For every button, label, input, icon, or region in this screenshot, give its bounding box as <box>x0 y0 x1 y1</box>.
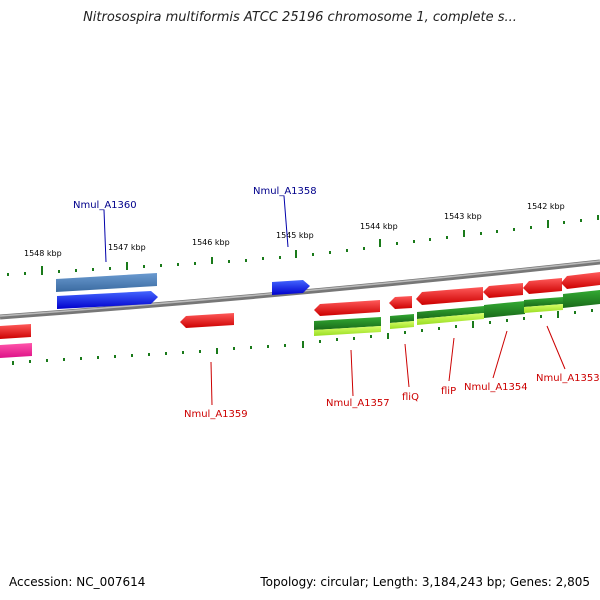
gene-fliq-lime[interactable] <box>390 321 414 329</box>
accession-text: Accession: NC_007614 <box>9 575 146 589</box>
ruler-label: 1546 kbp <box>192 238 230 247</box>
label-leaders <box>103 195 566 406</box>
gene-fliq[interactable] <box>389 296 412 309</box>
gene-nmul-a1358[interactable] <box>272 280 310 295</box>
gene-right-green[interactable] <box>563 290 600 308</box>
genome-summary-text: Topology: circular; Length: 3,184,243 bp… <box>260 575 590 589</box>
gene-label-flip[interactable]: fliP <box>441 386 456 397</box>
forward-genes <box>56 273 310 309</box>
ruler-label: 1544 kbp <box>360 222 398 231</box>
gene-label-nmul-a1358[interactable]: Nmul_A1358 <box>253 186 317 197</box>
gene-right-red[interactable] <box>561 272 600 289</box>
gene-nmul-a1360[interactable] <box>57 291 158 309</box>
gene-labels: Nmul_A1360 Nmul_A1358 Nmul_A1359 Nmul_A1… <box>73 186 600 420</box>
gene-left-magenta[interactable] <box>0 343 32 358</box>
gene-label-nmul-a1359[interactable]: Nmul_A1359 <box>184 409 248 420</box>
gene-flip[interactable] <box>416 287 483 305</box>
gene-label-fliq[interactable]: fliQ <box>402 392 419 403</box>
gene-nmul-a1359[interactable] <box>180 313 234 328</box>
gene-fliq-green[interactable] <box>390 314 414 323</box>
ruler-label: 1547 kbp <box>108 243 146 252</box>
gene-flip-lime[interactable] <box>417 313 484 325</box>
reverse-genes <box>0 272 600 358</box>
ruler-label: 1548 kbp <box>24 249 62 258</box>
map-title: Nitrosospira multiformis ATCC 25196 chro… <box>83 10 517 25</box>
gene-nmul-a1357-lime[interactable] <box>314 326 381 336</box>
ruler-labels: 1548 kbp 1547 kbp 1546 kbp 1545 kbp 1544… <box>24 202 565 258</box>
inner-ruler <box>12 309 593 365</box>
gene-nmul-a1354-green[interactable] <box>484 301 525 318</box>
gene-nmul-a1360-light[interactable] <box>56 273 157 292</box>
gene-nmul-a1354[interactable] <box>483 283 523 298</box>
gene-flip-green[interactable] <box>417 306 484 319</box>
ruler-label: 1543 kbp <box>444 212 482 221</box>
gene-nmul-a1353[interactable] <box>523 278 562 294</box>
gene-label-nmul-a1354[interactable]: Nmul_A1354 <box>464 382 528 393</box>
gene-nmul-a1353-lime[interactable] <box>524 304 563 313</box>
gene-label-nmul-a1360[interactable]: Nmul_A1360 <box>73 200 137 211</box>
ruler-label: 1545 kbp <box>276 231 314 240</box>
gene-nmul-a1353-green[interactable] <box>524 297 563 307</box>
gene-label-nmul-a1353[interactable]: Nmul_A1353 <box>536 373 600 384</box>
gene-nmul-a1357-green[interactable] <box>314 317 381 330</box>
ruler-label: 1542 kbp <box>527 202 565 211</box>
outer-ruler <box>7 215 599 276</box>
gene-label-nmul-a1357[interactable]: Nmul_A1357 <box>326 398 390 409</box>
gene-nmul-a1357[interactable] <box>314 300 380 316</box>
gene-left-red[interactable] <box>0 324 31 339</box>
